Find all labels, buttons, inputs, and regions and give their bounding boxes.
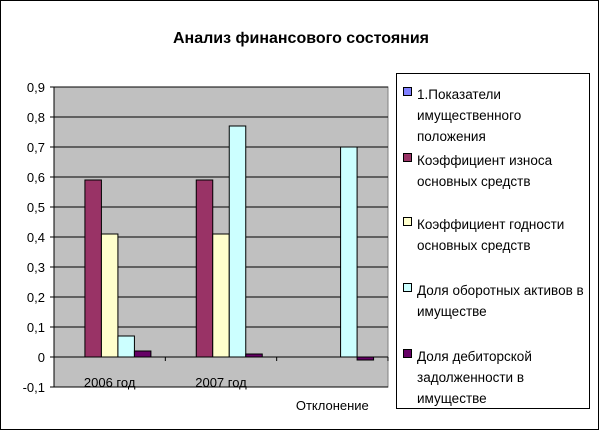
bar — [100, 233, 119, 358]
y-tick-label: 0,7 — [27, 140, 45, 155]
bar — [195, 179, 214, 358]
y-tick-label: 0,1 — [27, 320, 45, 335]
legend-label: Доля дебиторской задолженности в имущест… — [417, 349, 532, 406]
x-category-label: Отклонение — [296, 398, 369, 413]
legend-swatch — [403, 283, 412, 292]
bar — [117, 335, 135, 358]
legend-swatch — [403, 87, 412, 96]
chart-title: Анализ финансового состояния — [173, 30, 429, 47]
plot-area: 0,9 0,8 0,7 0,6 0,5 0,4 0,3 0,2 0,1 0 -0,1 2006 год… — [23, 80, 389, 413]
y-tick-label: 0,5 — [27, 200, 45, 215]
x-category-label: 2007 год — [195, 375, 247, 390]
legend-label: 1.Показатели имущественного положения — [417, 87, 522, 144]
legend-label: Коэффициент годности основных средств — [417, 217, 565, 253]
chart-legend: 1.Показатели имущественного положения Коэ… — [396, 73, 590, 409]
legend-swatch — [403, 153, 412, 162]
bar — [228, 125, 247, 358]
y-tick-label: 0,8 — [27, 110, 45, 125]
y-tick-label: 0,2 — [27, 290, 45, 305]
legend-label: Доля оборотных активов в имуществе — [417, 283, 584, 319]
y-tick-label: 0,6 — [27, 170, 45, 185]
bar — [340, 146, 358, 358]
bar — [133, 350, 152, 358]
y-tick-label: -0,1 — [23, 380, 45, 395]
legend-swatch — [403, 217, 412, 226]
x-category-label: 2006 год — [84, 375, 136, 390]
y-tick-label: 0 — [38, 350, 45, 365]
y-tick-label: 0,3 — [27, 260, 45, 275]
y-tick-label: 0,9 — [27, 80, 45, 95]
legend-label: Коэффициент износа основных средств — [417, 153, 553, 189]
y-tick-label: 0,4 — [27, 230, 45, 245]
bar — [212, 233, 230, 358]
bar — [84, 179, 102, 358]
legend-swatch — [403, 349, 412, 358]
